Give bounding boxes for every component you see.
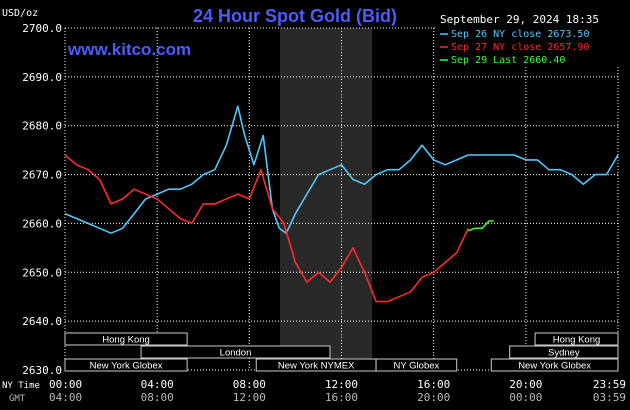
y-tick-label: 2640.0	[22, 315, 62, 328]
session-label: London	[220, 348, 252, 359]
legend-entry-sep29: Sep 29 Last 2660.40	[451, 55, 565, 66]
y-tick-label: 2680.0	[22, 120, 62, 133]
x-tick-ny: 04:00	[141, 378, 174, 391]
session-bar	[490, 358, 619, 372]
x-tick-ny: 16:00	[417, 378, 450, 391]
y-tick-label: 2700.0	[22, 22, 62, 35]
y-tick-label: 2630.0	[22, 364, 62, 377]
gmt-label: GMT	[9, 394, 26, 404]
timestamp: September 29, 2024 18:35	[440, 13, 599, 26]
shaded-session-band	[279, 28, 373, 370]
session-bar	[375, 358, 458, 372]
y-tick-label: 2660.0	[22, 217, 62, 230]
session-bar	[534, 332, 619, 346]
nymex-session-shade	[279, 28, 373, 370]
x-tick-gmt: 03:59	[593, 391, 626, 404]
watermark: www.kitco.com	[67, 40, 191, 59]
x-tick-ny: 23:59	[593, 378, 626, 391]
x-tick-gmt: 08:00	[141, 391, 174, 404]
legend-entry-sep26: Sep 26 NY close 2673.50	[451, 29, 589, 40]
session-label: Hong Kong	[102, 335, 150, 346]
x-tick-ny: 00:00	[49, 378, 82, 391]
x-tick-ny: 20:00	[509, 378, 542, 391]
series-lines	[64, 105, 619, 303]
y-tick-label: 2690.0	[22, 71, 62, 84]
session-rows: Hong Kong Hong Kong London Sydney New York G…	[64, 332, 619, 372]
legend-entry-sep27: Sep 27 NY close 2657.90	[451, 42, 589, 53]
x-tick-gmt: 00:00	[509, 391, 542, 404]
series-sep26-line	[64, 105, 619, 234]
series-sep27-line	[64, 154, 469, 303]
session-label: New York Globex	[90, 361, 163, 372]
x-tick-gmt: 12:00	[233, 391, 266, 404]
x-tick-gmt: 16:00	[325, 391, 358, 404]
chart-title: 24 Hour Spot Gold (Bid)	[193, 6, 397, 26]
x-tick-ny: 12:00	[325, 378, 358, 391]
session-bar	[509, 345, 619, 359]
series-sep29-line	[467, 220, 494, 232]
session-bar	[140, 345, 331, 359]
x-tick-ny: 08:00	[233, 378, 266, 391]
session-bar	[64, 332, 188, 346]
y-axis-label: USD/oz	[2, 8, 38, 19]
session-label: NY Globex	[394, 361, 440, 372]
x-tick-labels: 00:00 04:00 08:00 12:00 16:00 20:00 23:5904:00…	[49, 378, 626, 404]
x-tick-gmt: 04:00	[49, 391, 82, 404]
y-tick-label: 2650.0	[22, 266, 62, 279]
y-tick-label: 2670.0	[22, 169, 62, 182]
legend-box	[437, 27, 622, 67]
ny-time-label: NY Time	[2, 381, 40, 391]
x-tick-gmt: 20:00	[417, 391, 450, 404]
legend: Sep 26 NY close 2673.50 Sep 27 NY close 2…	[437, 27, 622, 67]
session-label: Sydney	[548, 348, 580, 359]
y-tick-labels: 2700.0 2690.0 2680.0 2670.0 2660.0 2650.0 2640…	[22, 22, 62, 377]
session-bar	[64, 358, 188, 372]
session-label: Hong Kong	[553, 335, 601, 346]
session-label: New York NYMEX	[278, 361, 355, 372]
session-label: New York Globex	[518, 361, 591, 372]
